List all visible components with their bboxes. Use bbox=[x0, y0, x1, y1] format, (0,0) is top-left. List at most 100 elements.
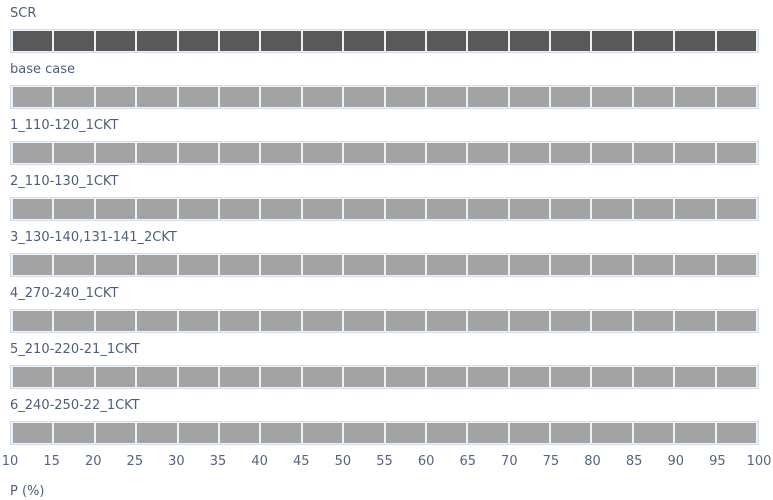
bar-segment bbox=[468, 87, 508, 107]
bar-segment bbox=[54, 31, 94, 51]
bar-segment bbox=[716, 311, 757, 331]
bar-segment bbox=[261, 31, 301, 51]
bar-segment bbox=[54, 311, 94, 331]
bar-segment bbox=[13, 311, 53, 331]
bar-segment bbox=[385, 423, 425, 443]
bar-segment bbox=[675, 199, 715, 219]
bar-segment bbox=[675, 143, 715, 163]
bar-segment bbox=[551, 255, 591, 275]
bar-segment bbox=[54, 87, 94, 107]
x-axis: 10 15 20 25 30 35 40 45 50 55 60 65 70 75 80 85 90 95 100 bbox=[2, 454, 772, 470]
x-tick-label: 15 bbox=[43, 454, 60, 469]
bar-segment bbox=[137, 31, 177, 51]
bar-segment bbox=[219, 423, 260, 443]
bar-segment bbox=[178, 423, 218, 443]
chart-rows: SCR base case 1_110-120_1CKT 2_110-130_1CKT… bbox=[10, 6, 759, 445]
bar-segment bbox=[344, 255, 384, 275]
bar-track bbox=[10, 421, 759, 445]
bar-segment bbox=[219, 199, 260, 219]
bar-segment bbox=[633, 311, 674, 331]
bar-segment bbox=[219, 255, 260, 275]
bar-segment bbox=[344, 87, 384, 107]
bar-segment bbox=[219, 87, 260, 107]
bar-segment bbox=[261, 87, 301, 107]
bar-segment bbox=[468, 311, 508, 331]
bar-segment bbox=[509, 31, 550, 51]
bar-segment bbox=[426, 87, 467, 107]
bar-track bbox=[10, 141, 759, 165]
bar-segment bbox=[13, 143, 53, 163]
chart-row: 5_210-220-21_1CKT bbox=[10, 342, 759, 389]
bar-segment bbox=[592, 87, 632, 107]
bar-segment bbox=[633, 87, 674, 107]
bar-segment bbox=[54, 255, 94, 275]
bar-segment bbox=[468, 367, 508, 387]
bar-segment bbox=[302, 255, 343, 275]
bar-segment bbox=[344, 423, 384, 443]
bar-segment bbox=[716, 255, 757, 275]
bar-segment bbox=[302, 199, 343, 219]
bar-segment bbox=[137, 311, 177, 331]
bar-segment bbox=[468, 143, 508, 163]
bar-segment bbox=[468, 255, 508, 275]
bar-segment bbox=[302, 367, 343, 387]
bar-segment bbox=[261, 367, 301, 387]
bar-segment bbox=[592, 143, 632, 163]
bar-segment bbox=[509, 367, 550, 387]
bar-segment bbox=[385, 87, 425, 107]
bar-segment bbox=[13, 199, 53, 219]
bar-segment bbox=[468, 199, 508, 219]
bar-segment bbox=[509, 87, 550, 107]
bar-segment bbox=[716, 367, 757, 387]
bar-segment bbox=[13, 31, 53, 51]
bar-segment bbox=[426, 143, 467, 163]
bar-segment bbox=[426, 423, 467, 443]
bar-segment bbox=[426, 367, 467, 387]
bar-segment bbox=[13, 255, 53, 275]
bar-segment bbox=[137, 255, 177, 275]
bar-segment bbox=[261, 255, 301, 275]
bar-segment bbox=[716, 31, 757, 51]
bar-segment bbox=[716, 87, 757, 107]
chart-row: 3_130-140,131-141_2CKT bbox=[10, 230, 759, 277]
bar-segment bbox=[385, 367, 425, 387]
bar-segment bbox=[54, 423, 94, 443]
bar-segment bbox=[302, 311, 343, 331]
bar-track bbox=[10, 197, 759, 221]
bar-segment bbox=[302, 31, 343, 51]
bar-segment bbox=[426, 255, 467, 275]
bar-segment bbox=[13, 87, 53, 107]
bar-segment bbox=[137, 87, 177, 107]
x-tick-label: 35 bbox=[209, 454, 227, 469]
bar-segment bbox=[633, 31, 674, 51]
bar-segment bbox=[426, 311, 467, 331]
bar-segment bbox=[426, 199, 467, 219]
bar-segment bbox=[592, 367, 632, 387]
x-tick-label: 20 bbox=[84, 454, 102, 469]
bar-segment bbox=[633, 423, 674, 443]
bar-segment bbox=[344, 199, 384, 219]
row-label: 4_270-240_1CKT bbox=[10, 286, 119, 301]
bar-segment bbox=[633, 367, 674, 387]
bar-segment bbox=[344, 31, 384, 51]
row-label: 2_110-130_1CKT bbox=[10, 174, 119, 189]
x-tick-label: 60 bbox=[417, 454, 435, 469]
bar-segment bbox=[509, 199, 550, 219]
bar-segment bbox=[509, 423, 550, 443]
bar-segment bbox=[13, 423, 53, 443]
bar-segment bbox=[592, 255, 632, 275]
x-tick-label: 40 bbox=[251, 454, 268, 469]
bar-segment bbox=[385, 31, 425, 51]
bar-segment bbox=[302, 87, 343, 107]
bar-segment bbox=[592, 199, 632, 219]
bar-segment bbox=[95, 255, 136, 275]
x-tick-label: 80 bbox=[584, 454, 601, 469]
bar-segment bbox=[675, 367, 715, 387]
x-tick-label: 65 bbox=[459, 454, 476, 469]
bar-segment bbox=[261, 199, 301, 219]
x-tick-label: 100 bbox=[746, 454, 772, 469]
row-label: base case bbox=[10, 62, 76, 77]
chart-row: 4_270-240_1CKT bbox=[10, 286, 759, 333]
bar-track bbox=[10, 85, 759, 109]
bar-track bbox=[10, 309, 759, 333]
